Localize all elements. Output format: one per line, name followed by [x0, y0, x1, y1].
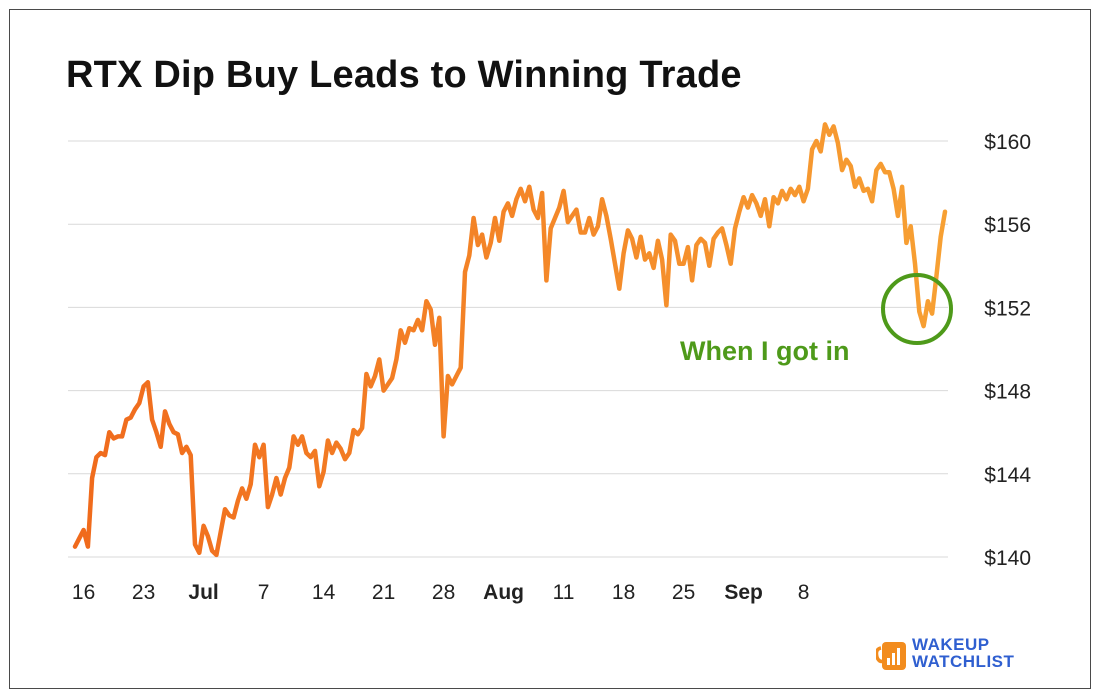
- gridlines: [68, 140, 948, 558]
- chart-title: RTX Dip Buy Leads to Winning Trade: [66, 54, 742, 96]
- x-tick-label: 8: [798, 581, 810, 604]
- y-tick-label: $152: [984, 297, 1031, 320]
- x-tick-label: 28: [432, 581, 455, 604]
- y-tick-label: $160: [984, 131, 1031, 154]
- x-tick-label: 18: [612, 581, 635, 604]
- y-axis-labels: $140 $144 $148 $152 $156 $160: [984, 131, 1031, 570]
- brand-logo: WAKEUP WATCHLIST: [876, 634, 1046, 674]
- y-tick-label: $148: [984, 381, 1031, 404]
- chart-frame: [9, 9, 1091, 689]
- x-tick-label: Sep: [724, 581, 763, 604]
- brand-line-1: WAKEUP: [912, 635, 990, 654]
- x-tick-label: 7: [258, 581, 270, 604]
- x-tick-label: 14: [312, 581, 336, 604]
- x-tick-label: 25: [672, 581, 695, 604]
- x-axis-labels: 16 23 Jul 7 14 21 28 Aug 11 18 25 Sep 8: [72, 581, 810, 604]
- y-tick-label: $140: [984, 547, 1031, 570]
- price-line: [72, 122, 948, 558]
- x-tick-label: 16: [72, 581, 95, 604]
- annotation-label: When I got in: [680, 336, 849, 366]
- brand-line-2: WATCHLIST: [912, 652, 1015, 671]
- entry-highlight-circle: [881, 273, 953, 345]
- x-tick-label: 21: [372, 581, 395, 604]
- brand-wordmark: WAKEUP WATCHLIST: [912, 636, 1014, 670]
- coffee-mug-icon: [876, 642, 906, 670]
- x-tick-label: 11: [553, 581, 575, 604]
- x-tick-label: Jul: [188, 581, 218, 604]
- x-tick-label: 23: [132, 581, 155, 604]
- x-tick-label: Aug: [483, 581, 524, 604]
- y-tick-label: $144: [984, 464, 1031, 487]
- y-tick-label: $156: [984, 214, 1031, 237]
